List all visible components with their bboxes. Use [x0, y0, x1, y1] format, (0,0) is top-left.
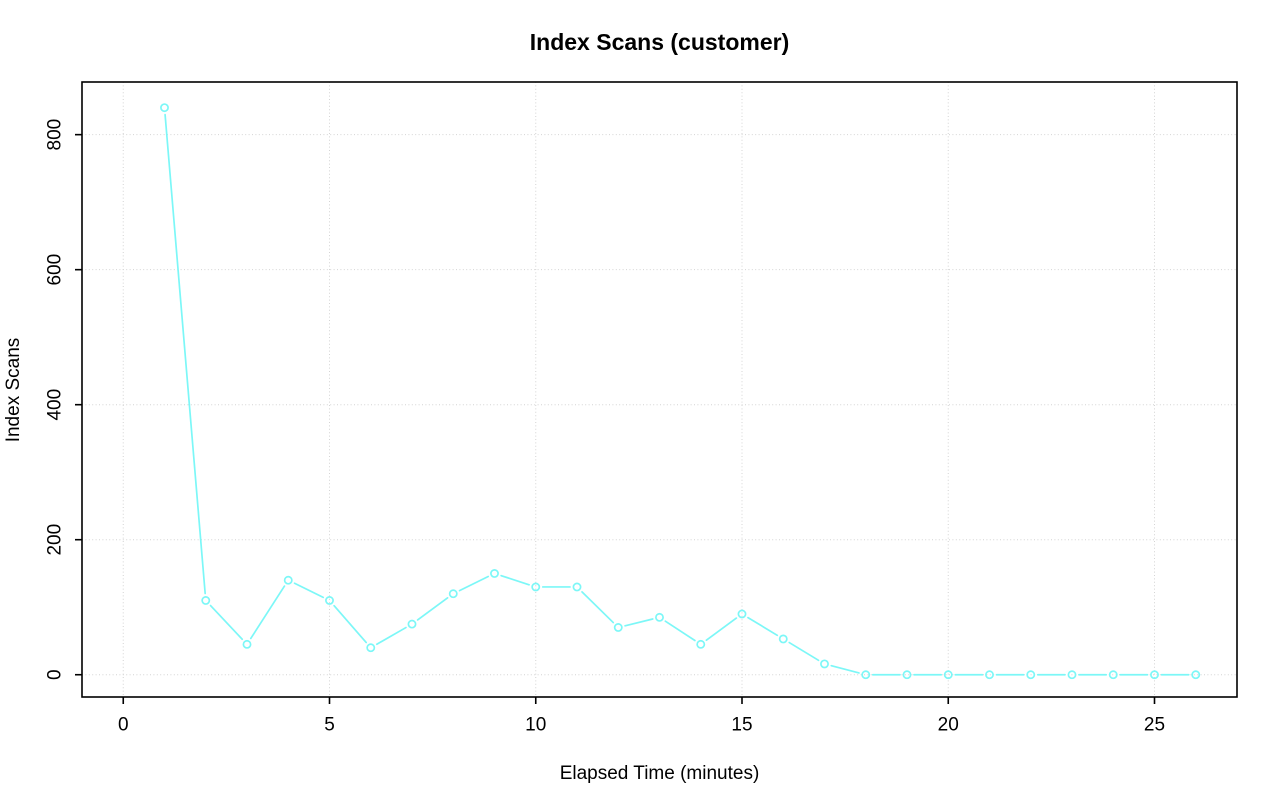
- data-point: [407, 619, 417, 629]
- y-tick-label: 800: [45, 119, 66, 151]
- series-line-segment: [664, 620, 696, 642]
- data-point: [1191, 670, 1201, 680]
- x-tick-label: 0: [118, 715, 129, 736]
- data-point: [283, 575, 293, 585]
- series-line-segment: [747, 616, 779, 637]
- series-line-segment: [830, 664, 860, 674]
- data-point: [201, 596, 211, 605]
- data-point: [861, 670, 871, 680]
- data-point: [572, 582, 582, 592]
- data-point: [1150, 670, 1159, 680]
- data-point: [325, 596, 334, 605]
- x-tick-label: 25: [1144, 715, 1165, 736]
- chart-title: Index Scans (customer): [529, 29, 790, 55]
- data-point: [1067, 670, 1077, 680]
- y-tick-label: 400: [45, 389, 66, 421]
- x-tick-label: 10: [525, 715, 546, 736]
- data-point: [366, 643, 376, 653]
- data-point: [943, 670, 953, 680]
- data-point: [531, 582, 541, 592]
- series-line-segment: [293, 582, 325, 599]
- plot-border: [81, 81, 1238, 698]
- series-line-segment: [209, 604, 244, 641]
- series-line-segment: [416, 597, 449, 621]
- series-line-segment: [705, 617, 738, 642]
- y-tick-label: 600: [45, 254, 66, 286]
- series-line-segment: [458, 575, 490, 592]
- series-line-segment: [333, 604, 367, 644]
- data-point: [242, 639, 252, 649]
- series-line-segment: [581, 591, 615, 624]
- data-point: [448, 589, 458, 599]
- series-line-segment: [249, 585, 286, 640]
- x-tick-label: 20: [938, 715, 959, 736]
- data-point: [778, 634, 788, 644]
- data-point: [160, 103, 169, 113]
- series-line-segment: [500, 574, 530, 586]
- data-point: [1026, 670, 1036, 680]
- x-tick-label: 5: [324, 715, 335, 736]
- series-line-segment: [624, 618, 654, 627]
- y-axis-title: Index Scans: [3, 337, 24, 443]
- series-line-segment: [788, 641, 820, 662]
- data-point: [696, 639, 706, 649]
- x-tick-label: 15: [731, 715, 752, 736]
- data-point: [613, 623, 623, 632]
- data-point: [655, 612, 664, 622]
- y-tick-label: 200: [45, 524, 66, 556]
- series-line-segment: [375, 626, 407, 646]
- y-tick-label: 0: [45, 669, 66, 680]
- data-point: [1108, 670, 1118, 680]
- series-line-segment: [164, 113, 207, 595]
- data-point: [490, 569, 499, 578]
- x-axis-title: Elapsed Time (minutes): [559, 763, 760, 784]
- data-point: [985, 670, 994, 680]
- data-point: [902, 670, 912, 680]
- data-point: [737, 609, 747, 619]
- data-point: [820, 659, 829, 669]
